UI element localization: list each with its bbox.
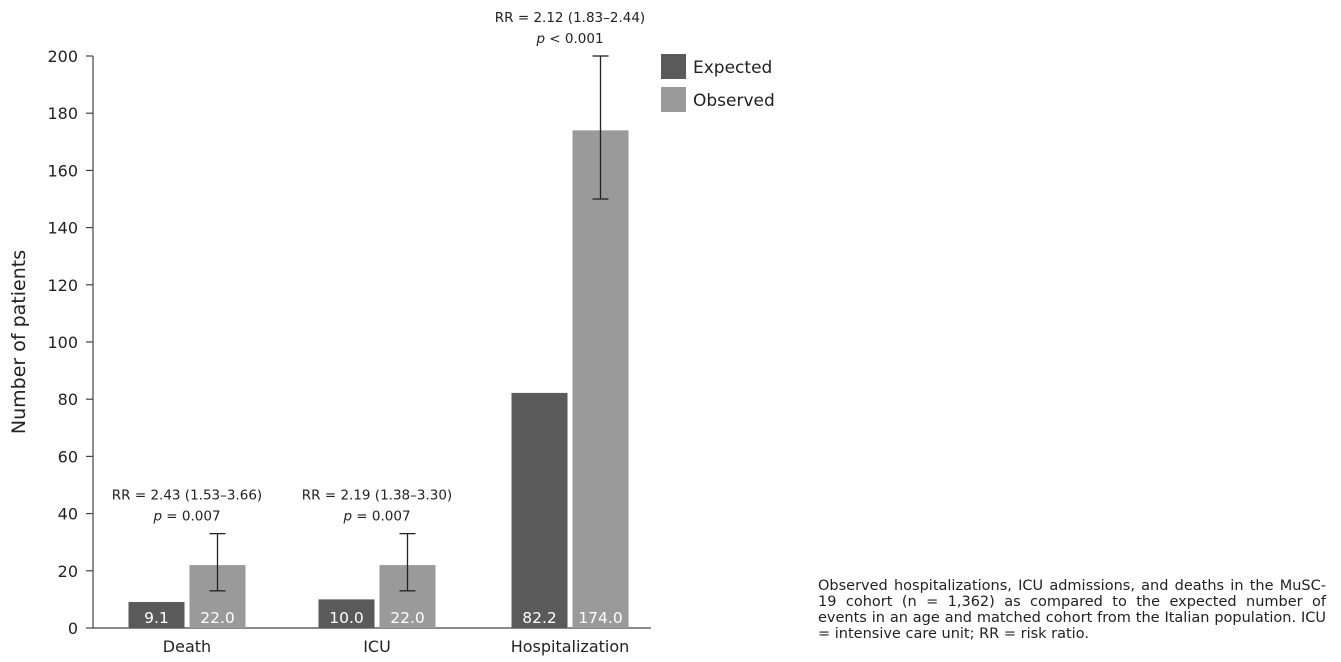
bar-value-label: 174.0	[578, 609, 622, 627]
p-value-annotation: p < 0.001	[535, 31, 603, 47]
bar-observed	[572, 130, 629, 629]
legend-label-expected: Expected	[693, 58, 772, 78]
bar-value-label: 9.1	[144, 609, 169, 627]
y-tick-label: 180	[47, 104, 78, 123]
bar-expected	[128, 601, 185, 628]
bar-value-label: 10.0	[329, 609, 364, 627]
bar-expected	[511, 392, 568, 628]
p-value-annotation: p = 0.007	[342, 509, 410, 525]
y-tick-label: 40	[58, 505, 78, 524]
y-tick-label: 20	[58, 562, 78, 581]
y-tick-label: 100	[47, 333, 78, 352]
rr-annotation: RR = 2.19 (1.38–3.30)	[302, 488, 452, 504]
bar-expected	[318, 599, 375, 628]
x-tick-label: ICU	[363, 637, 391, 656]
y-tick-label: 120	[47, 276, 78, 295]
y-axis-label: Number of patients	[8, 250, 30, 434]
rr-annotation: RR = 2.12 (1.83–2.44)	[495, 10, 645, 26]
y-tick-label: 60	[58, 447, 78, 466]
y-tick-label: 140	[47, 219, 78, 238]
y-tick-label: 0	[68, 619, 78, 638]
y-tick-label: 200	[47, 47, 78, 66]
figure-caption: Observed hospitalizations, ICU admission…	[818, 578, 1326, 642]
bar-value-label: 82.2	[522, 609, 557, 627]
legend-swatch-expected	[661, 54, 686, 79]
y-tick-label: 80	[58, 390, 78, 409]
rr-annotation: RR = 2.43 (1.53–3.66)	[112, 488, 262, 504]
x-tick-label: Death	[163, 637, 211, 656]
legend-swatch-observed	[661, 87, 686, 112]
bar-value-label: 22.0	[200, 609, 235, 627]
p-value-annotation: p = 0.007	[152, 509, 220, 525]
bar-value-label: 22.0	[390, 609, 425, 627]
bar-chart: 0 20 40 60 80 100 120 140 160 180 200 Number of pat…	[8, 10, 775, 656]
y-tick-label: 160	[47, 161, 78, 180]
legend-label-observed: Observed	[693, 91, 775, 111]
x-tick-label: Hospitalization	[511, 637, 630, 656]
